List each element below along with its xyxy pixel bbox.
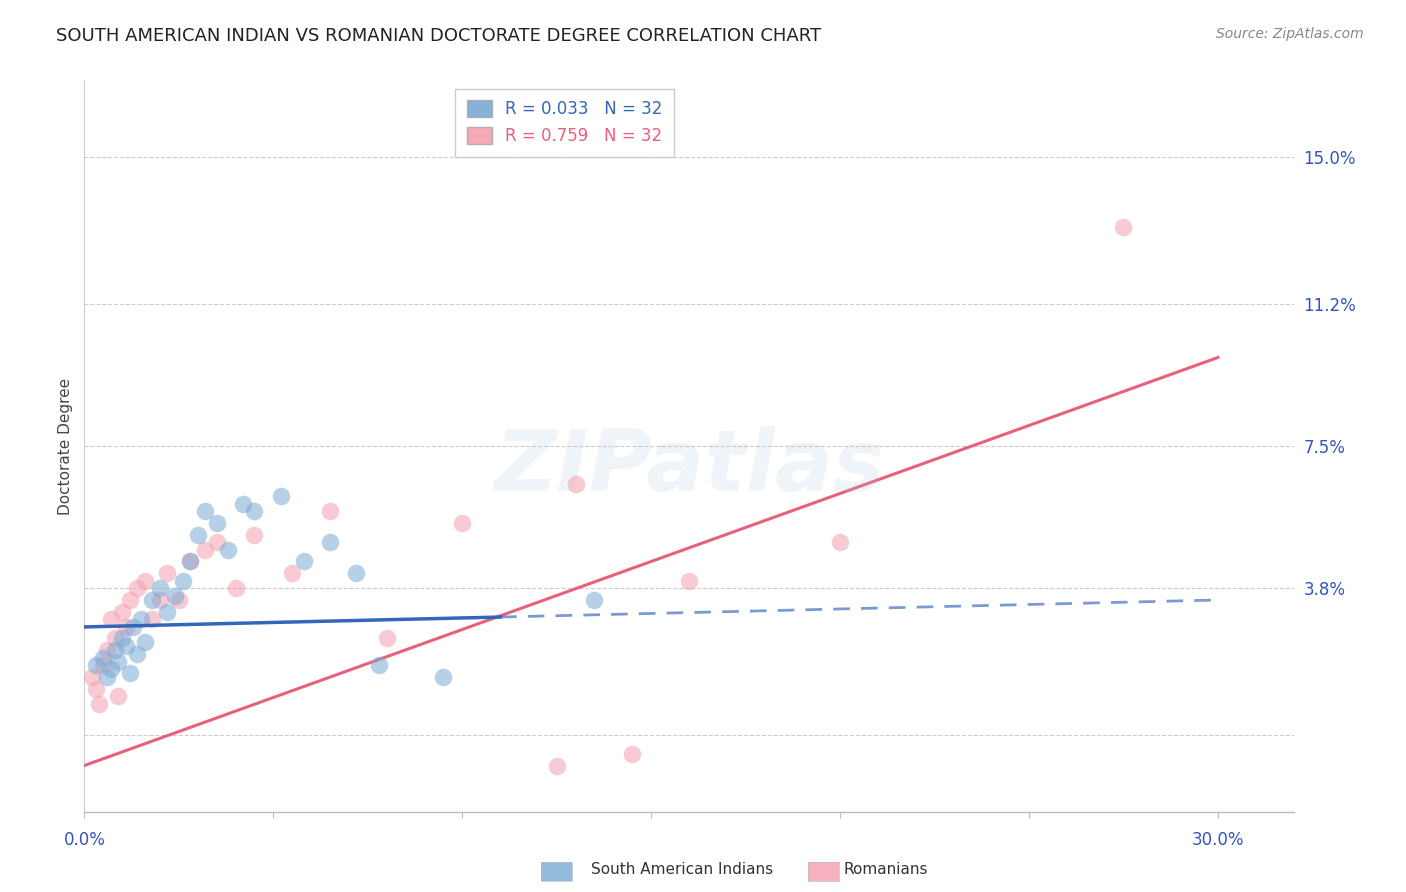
Legend: R = 0.033   N = 32, R = 0.759   N = 32: R = 0.033 N = 32, R = 0.759 N = 32 bbox=[456, 88, 675, 157]
Point bbox=[111, 605, 134, 619]
Point bbox=[100, 612, 122, 626]
Point bbox=[149, 582, 172, 596]
Point bbox=[104, 632, 127, 646]
Text: Source: ZipAtlas.com: Source: ZipAtlas.com bbox=[1216, 27, 1364, 41]
Point bbox=[564, 477, 586, 491]
Point bbox=[127, 582, 149, 596]
Point bbox=[270, 489, 292, 503]
Point bbox=[141, 612, 163, 626]
Point bbox=[205, 516, 228, 530]
Point bbox=[583, 593, 606, 607]
Point bbox=[375, 632, 398, 646]
Point bbox=[368, 658, 391, 673]
Point bbox=[91, 650, 114, 665]
Point bbox=[432, 670, 454, 684]
Text: Romanians: Romanians bbox=[844, 863, 928, 877]
Point bbox=[115, 620, 138, 634]
Point bbox=[319, 535, 342, 549]
Point bbox=[621, 747, 644, 761]
Point bbox=[84, 681, 107, 696]
Text: 0.0%: 0.0% bbox=[63, 831, 105, 849]
Point bbox=[194, 543, 217, 558]
Point bbox=[346, 566, 368, 580]
Point bbox=[96, 643, 118, 657]
Point bbox=[89, 697, 111, 711]
Point bbox=[115, 639, 138, 653]
Point bbox=[156, 605, 179, 619]
Point bbox=[141, 593, 163, 607]
Point bbox=[134, 635, 156, 649]
Point bbox=[232, 497, 254, 511]
Point bbox=[225, 582, 247, 596]
Point bbox=[243, 527, 266, 541]
Point bbox=[678, 574, 700, 588]
Point bbox=[281, 566, 304, 580]
Point bbox=[91, 658, 114, 673]
Y-axis label: Doctorate Degree: Doctorate Degree bbox=[58, 377, 73, 515]
Point bbox=[111, 632, 134, 646]
Text: SOUTH AMERICAN INDIAN VS ROMANIAN DOCTORATE DEGREE CORRELATION CHART: SOUTH AMERICAN INDIAN VS ROMANIAN DOCTOR… bbox=[56, 27, 821, 45]
Point bbox=[107, 690, 129, 704]
Point bbox=[80, 670, 103, 684]
Point bbox=[292, 554, 315, 568]
Point bbox=[127, 647, 149, 661]
Point bbox=[165, 589, 187, 603]
Point bbox=[243, 504, 266, 518]
Point bbox=[107, 655, 129, 669]
Text: ZIPatlas: ZIPatlas bbox=[494, 426, 884, 509]
Point bbox=[187, 527, 209, 541]
Point bbox=[104, 643, 127, 657]
Point bbox=[179, 554, 201, 568]
Point bbox=[84, 658, 107, 673]
Point bbox=[451, 516, 474, 530]
Point bbox=[156, 566, 179, 580]
Point bbox=[194, 504, 217, 518]
Point bbox=[167, 593, 190, 607]
Point bbox=[1112, 219, 1135, 234]
Point bbox=[129, 612, 152, 626]
Point bbox=[172, 574, 194, 588]
Point bbox=[149, 593, 172, 607]
Point bbox=[319, 504, 342, 518]
Point bbox=[96, 670, 118, 684]
Point bbox=[205, 535, 228, 549]
Point bbox=[100, 662, 122, 676]
Point bbox=[179, 554, 201, 568]
Point bbox=[217, 543, 239, 558]
Text: South American Indians: South American Indians bbox=[591, 863, 773, 877]
Point bbox=[546, 758, 568, 772]
Point bbox=[118, 666, 141, 681]
Point bbox=[122, 620, 145, 634]
Point bbox=[830, 535, 852, 549]
Text: 30.0%: 30.0% bbox=[1192, 831, 1244, 849]
Point bbox=[134, 574, 156, 588]
Point bbox=[118, 593, 141, 607]
